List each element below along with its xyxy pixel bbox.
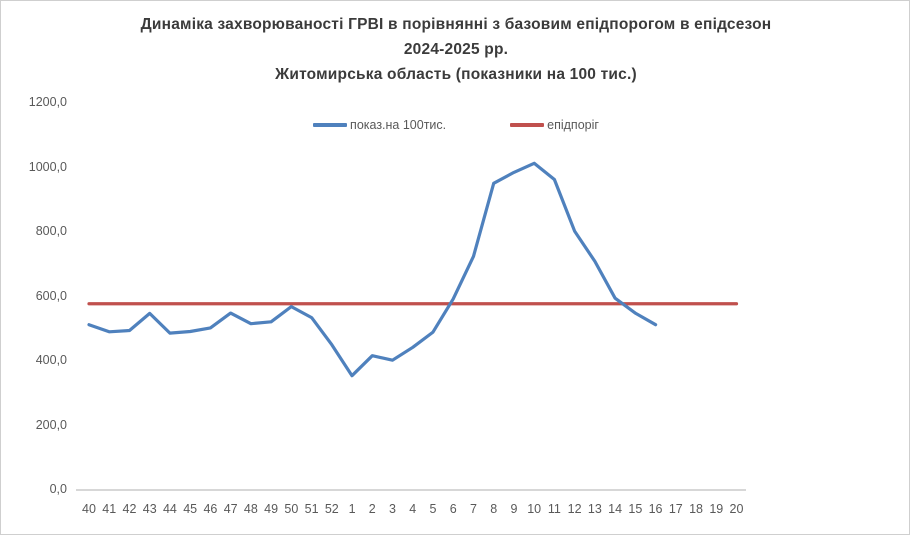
x-axis-tick-label: 3 [389, 502, 396, 516]
x-axis-tick-label: 8 [490, 502, 498, 516]
x-axis-tick-label: 50 [284, 502, 299, 516]
x-axis-tick-label: 11 [547, 502, 561, 516]
y-axis-tick-label: 400,0 [35, 353, 67, 368]
x-axis-tick-label: 18 [689, 502, 703, 516]
chart-title-line-2: 2024-2025 рр. [403, 41, 509, 58]
y-axis-tick-label: 1200,0 [28, 95, 67, 109]
x-axis-tick-label: 17 [668, 502, 683, 516]
x-axis-tick-label: 2 [368, 502, 376, 516]
x-axis-tick-label: 10 [527, 502, 542, 516]
y-axis-tick-label: 1000,0 [28, 159, 67, 174]
x-axis-tick-label: 46 [203, 502, 218, 516]
x-axis-tick-label: 4 [409, 502, 417, 516]
x-axis-tick-label: 16 [648, 502, 663, 516]
x-axis-tick-label: 51 [304, 502, 319, 516]
x-axis-tick-label: 5 [429, 502, 437, 516]
x-axis-tick-label: 9 [510, 502, 518, 516]
x-axis-tick-label: 52 [324, 502, 339, 516]
x-axis-tick-label: 12 [567, 502, 582, 516]
x-axis-tick-label: 44 [162, 502, 177, 516]
x-axis-tick-label: 40 [82, 502, 96, 516]
chart-title-line-1: Динаміка захворюваності ГРВІ в порівнянн… [140, 16, 772, 33]
y-axis-tick-label: 600,0 [35, 288, 67, 303]
x-axis-tick-label: 49 [264, 502, 279, 516]
x-axis-tick-label: 14 [608, 502, 623, 516]
x-axis-tick-label: 43 [142, 502, 157, 516]
y-axis-tick-label: 0,0 [49, 482, 67, 497]
x-axis-tick-label: 1 [348, 502, 356, 516]
x-axis-tick-label: 13 [587, 502, 602, 516]
chart-title: Динаміка захворюваності ГРВІ в порівнянн… [1, 12, 909, 87]
y-axis-tick-label: 800,0 [35, 224, 67, 239]
x-axis-tick-label: 47 [223, 502, 238, 516]
x-axis-tick-label: 42 [122, 502, 137, 516]
x-axis-tick-label: 48 [243, 502, 258, 516]
x-axis-tick-label: 7 [469, 502, 477, 516]
x-axis-tick-label: 45 [183, 502, 198, 516]
x-axis-tick-label: 20 [729, 502, 744, 516]
incidence-series-line [87, 161, 658, 378]
x-axis-tick-label: 6 [449, 502, 457, 516]
x-axis-tick-label: 15 [628, 502, 643, 516]
y-axis-tick-label: 200,0 [35, 417, 67, 432]
x-axis-tick-label: 41 [102, 502, 117, 516]
x-axis-tick-label: 19 [709, 502, 724, 516]
chart-title-line-3: Житомирська область (показники на 100 ти… [275, 66, 637, 83]
